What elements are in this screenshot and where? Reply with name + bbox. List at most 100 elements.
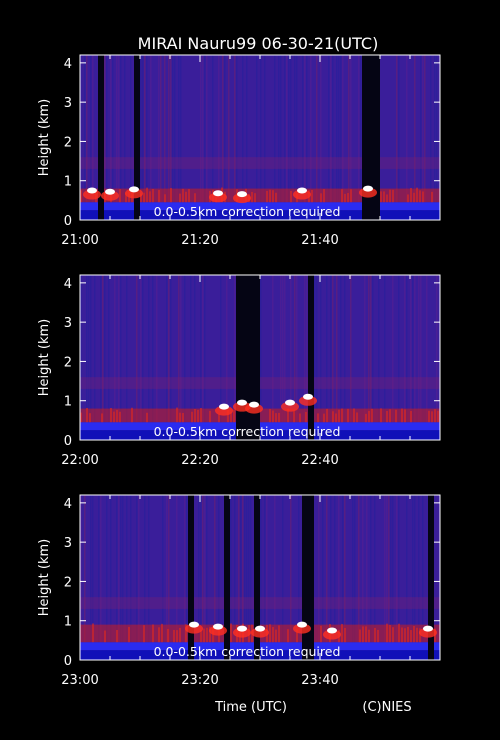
- data-dropout: [188, 495, 194, 660]
- y-axis-label: Height (km): [37, 99, 52, 176]
- boundary-layer-streak: [371, 408, 373, 423]
- noise-streak: [354, 495, 356, 660]
- data-dropout: [362, 55, 380, 220]
- boundary-layer-streak: [278, 412, 280, 423]
- noise-streak: [330, 55, 332, 220]
- x-tick-label: 22:00: [61, 453, 98, 468]
- noise-streak: [364, 275, 366, 440]
- noise-streak: [362, 495, 364, 660]
- residual-layer: [80, 157, 440, 169]
- noise-streak: [366, 495, 368, 660]
- boundary-layer-streak: [230, 412, 232, 423]
- noise-streak: [296, 55, 298, 220]
- noise-streak: [338, 495, 340, 660]
- noise-streak: [288, 55, 290, 220]
- boundary-layer-streak: [143, 192, 145, 203]
- boundary-layer-streak: [116, 630, 118, 643]
- data-dropout: [428, 495, 434, 660]
- noise-streak: [350, 55, 352, 220]
- heatmap-field: [80, 495, 440, 660]
- noise-streak: [436, 55, 438, 220]
- boundary-layer-streak: [179, 627, 181, 643]
- noise-streak: [140, 275, 142, 440]
- cloud-event: [189, 621, 199, 628]
- noise-streak: [386, 495, 388, 660]
- noise-streak: [120, 495, 122, 660]
- boundary-layer-streak: [404, 628, 406, 643]
- boundary-layer-streak: [413, 625, 415, 643]
- correction-annotation: 0.0-0.5km correction required: [154, 644, 341, 659]
- figure-title: MIRAI Nauru99 06-30-21(UTC): [138, 34, 379, 53]
- cloud-halo: [125, 188, 143, 199]
- boundary-layer-streak: [227, 409, 229, 423]
- noise-streak: [156, 275, 158, 440]
- boundary-layer-streak: [419, 628, 421, 643]
- noise-streak: [194, 275, 196, 440]
- noise-streak: [84, 495, 86, 660]
- noise-streak: [358, 495, 360, 660]
- cloud-event: [237, 191, 247, 198]
- noise-streak: [106, 55, 108, 220]
- boundary-layer-streak: [398, 623, 400, 643]
- noise-streak: [340, 275, 342, 440]
- boundary-layer-streak: [110, 407, 112, 423]
- noise-streak: [384, 495, 386, 660]
- noise-streak: [234, 275, 236, 440]
- boundary-layer-streak: [188, 189, 190, 203]
- noise-streak: [88, 275, 90, 440]
- noise-streak: [144, 495, 146, 660]
- panel-2: 0.0-0.5km correction required 0 1 2 3 4 Height…: [37, 274, 441, 468]
- boundary-layer-streak: [320, 625, 322, 643]
- noise-streak: [398, 495, 400, 660]
- noise-streak: [204, 275, 206, 440]
- noise-streak: [218, 55, 220, 220]
- boundary-layer-streak: [332, 411, 334, 423]
- cloud-event: [423, 625, 433, 632]
- boundary-layer-streak: [200, 407, 202, 423]
- boundary-layer-streak: [323, 413, 325, 423]
- boundary-layer-streak: [86, 407, 88, 423]
- noise-streak: [414, 495, 416, 660]
- noise-streak: [130, 495, 132, 660]
- noise-streak: [116, 55, 118, 220]
- boundary-layer-streak: [389, 624, 391, 643]
- boundary-layer-streak: [341, 408, 343, 423]
- data-dropout: [302, 495, 314, 660]
- noise-streak: [422, 495, 424, 660]
- cloud-event: [87, 187, 97, 194]
- noise-streak: [168, 495, 170, 660]
- x-tick-label: 22:20: [181, 453, 218, 468]
- boundary-layer-streak: [365, 626, 367, 643]
- noise-streak: [106, 495, 108, 660]
- boundary-layer-streak: [431, 411, 433, 423]
- noise-streak: [332, 275, 334, 440]
- boundary-layer-streak: [80, 412, 82, 423]
- noise-streak: [122, 495, 124, 660]
- correction-annotation: 0.0-0.5km correction required: [154, 204, 341, 219]
- noise-streak: [116, 495, 118, 660]
- boundary-layer-streak: [341, 623, 343, 643]
- noise-streak: [318, 495, 320, 660]
- noise-streak: [384, 275, 386, 440]
- boundary-layer-streak: [218, 413, 220, 423]
- boundary-layer-streak: [365, 413, 367, 423]
- boundary-layer-streak: [338, 409, 340, 423]
- boundary-layer-streak: [152, 188, 154, 203]
- noise-streak: [222, 55, 224, 220]
- boundary-layer-streak: [170, 188, 172, 203]
- boundary-layer-streak: [182, 188, 184, 203]
- y-tick-label: 2: [64, 575, 72, 590]
- noise-streak: [290, 275, 292, 440]
- noise-streak: [396, 495, 398, 660]
- noise-streak: [430, 55, 432, 220]
- noise-streak: [264, 495, 266, 660]
- boundary-layer-streak: [167, 628, 169, 643]
- cloud-halo: [185, 623, 203, 634]
- noise-streak: [86, 275, 88, 440]
- y-tick-label: 2: [64, 135, 72, 150]
- boundary-layer-streak: [92, 623, 94, 643]
- noise-streak: [294, 55, 296, 220]
- noise-streak: [348, 55, 350, 220]
- y-tick-label: 3: [64, 316, 72, 331]
- cloud-halo: [215, 405, 233, 416]
